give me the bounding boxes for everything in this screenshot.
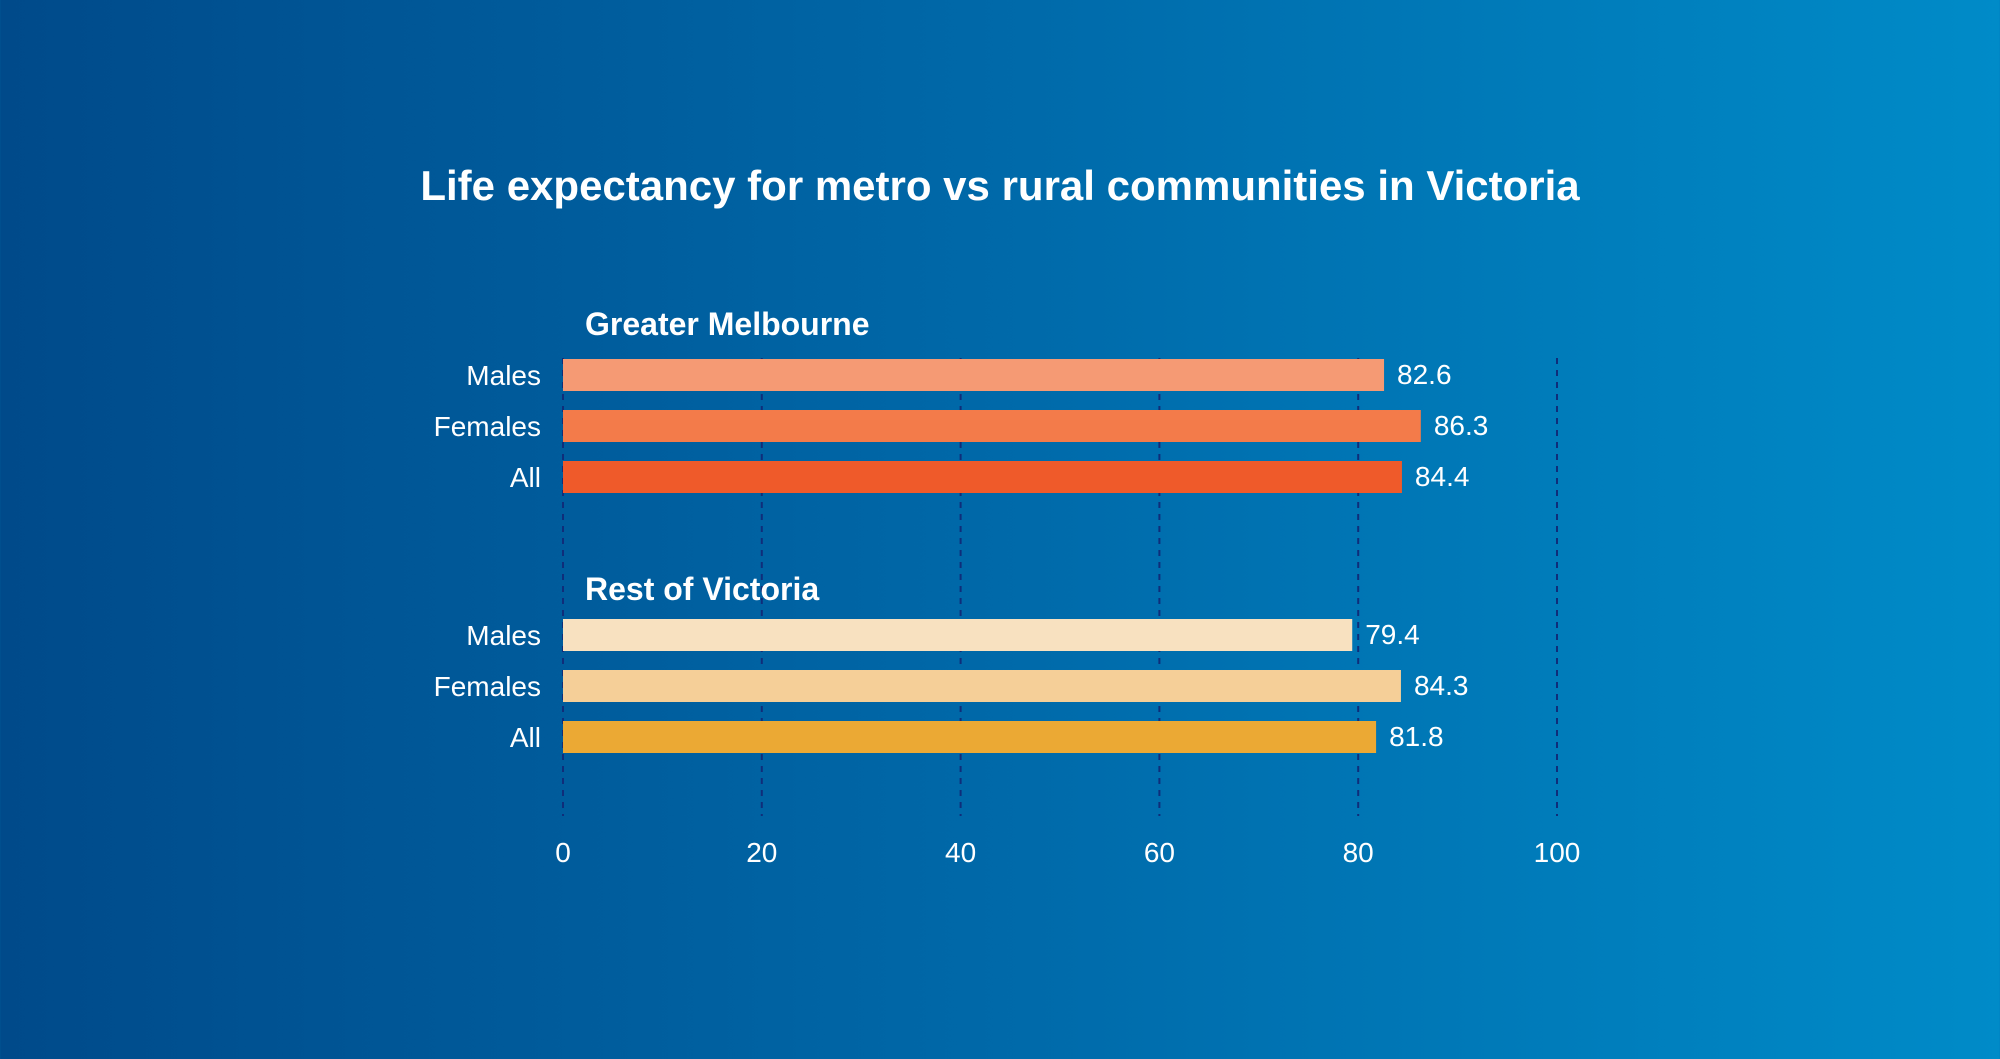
value-label-1-2: 81.8 — [1389, 721, 1444, 752]
category-label-0-2: All — [510, 462, 541, 493]
category-label-1-0: Males — [466, 620, 541, 651]
category-label-0-0: Males — [466, 360, 541, 391]
category-label-0-1: Females — [434, 411, 541, 442]
category-label-1-2: All — [510, 722, 541, 753]
value-label-0-2: 84.4 — [1415, 461, 1470, 492]
x-tick-label-100: 100 — [1534, 837, 1581, 868]
bar-1-2 — [563, 721, 1377, 753]
x-tick-label-80: 80 — [1343, 837, 1374, 868]
x-tick-label-60: 60 — [1144, 837, 1175, 868]
value-label-0-0: 82.6 — [1397, 359, 1452, 390]
bar-1-1 — [563, 670, 1401, 702]
group-title-1: Rest of Victoria — [585, 571, 819, 607]
bar-0-2 — [563, 461, 1402, 493]
bar-0-1 — [563, 410, 1421, 442]
bar-1-0 — [563, 619, 1353, 651]
x-tick-label-0: 0 — [555, 837, 571, 868]
x-tick-label-20: 20 — [746, 837, 777, 868]
value-label-1-1: 84.3 — [1414, 670, 1469, 701]
value-label-0-1: 86.3 — [1434, 410, 1489, 441]
x-tick-label-40: 40 — [945, 837, 976, 868]
labels: Greater Melbourne Males 82.6 Females 86.3 All… — [434, 306, 1489, 753]
bar-0-0 — [563, 359, 1385, 391]
x-axis-ticks: 0 20 40 60 80 100 — [555, 837, 1580, 868]
value-label-1-0: 79.4 — [1365, 619, 1420, 650]
bars — [563, 359, 1421, 753]
category-label-1-1: Females — [434, 671, 541, 702]
group-title-0: Greater Melbourne — [585, 306, 870, 342]
chart-title: Life expectancy for metro vs rural commu… — [420, 162, 1580, 209]
